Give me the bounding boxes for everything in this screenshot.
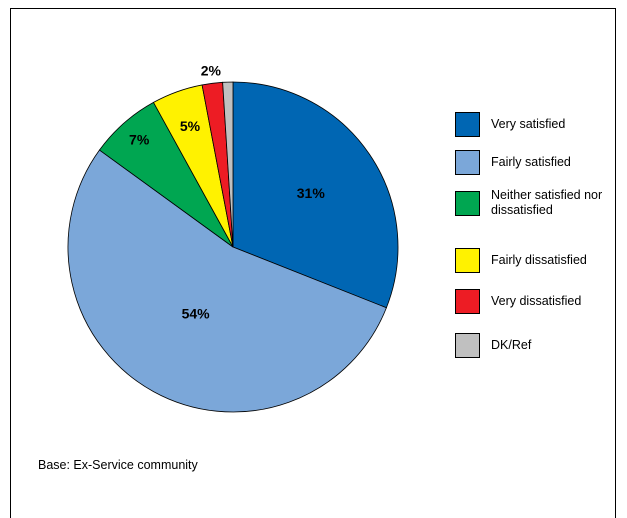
legend-label: Neither satisfied nor dissatisfied [491,188,603,217]
legend-item: Fairly dissatisfied [455,248,611,273]
legend-swatch [455,333,480,358]
data-label: 7% [129,131,150,147]
legend-item: Neither satisfied nor dissatisfied [455,188,611,218]
footnote: Base: Ex-Service community [38,458,198,472]
legend-item: Very dissatisfied [455,289,611,314]
legend-swatch [455,150,480,175]
legend-label: DK/Ref [491,338,532,352]
pie-slice [222,81,234,248]
legend-label: Fairly dissatisfied [491,253,587,267]
legend-swatch [455,190,480,216]
legend-swatch [455,289,480,314]
data-label: 31% [297,185,326,201]
legend-item: Fairly satisfied [455,150,611,175]
legend-label: Very dissatisfied [491,294,582,308]
pie-slice [232,81,399,309]
legend-item: Very satisfied [455,112,611,137]
legend-swatch [455,248,480,273]
legend-swatch [455,112,480,137]
legend-item: DK/Ref [455,333,611,358]
legend-label: Fairly satisfied [491,155,571,169]
pie-slice [67,149,387,413]
data-label: 5% [180,118,201,134]
frame [10,8,616,518]
data-label: 2% [201,63,222,79]
legend-label: Very satisfied [491,117,566,131]
data-label: 54% [182,306,211,322]
